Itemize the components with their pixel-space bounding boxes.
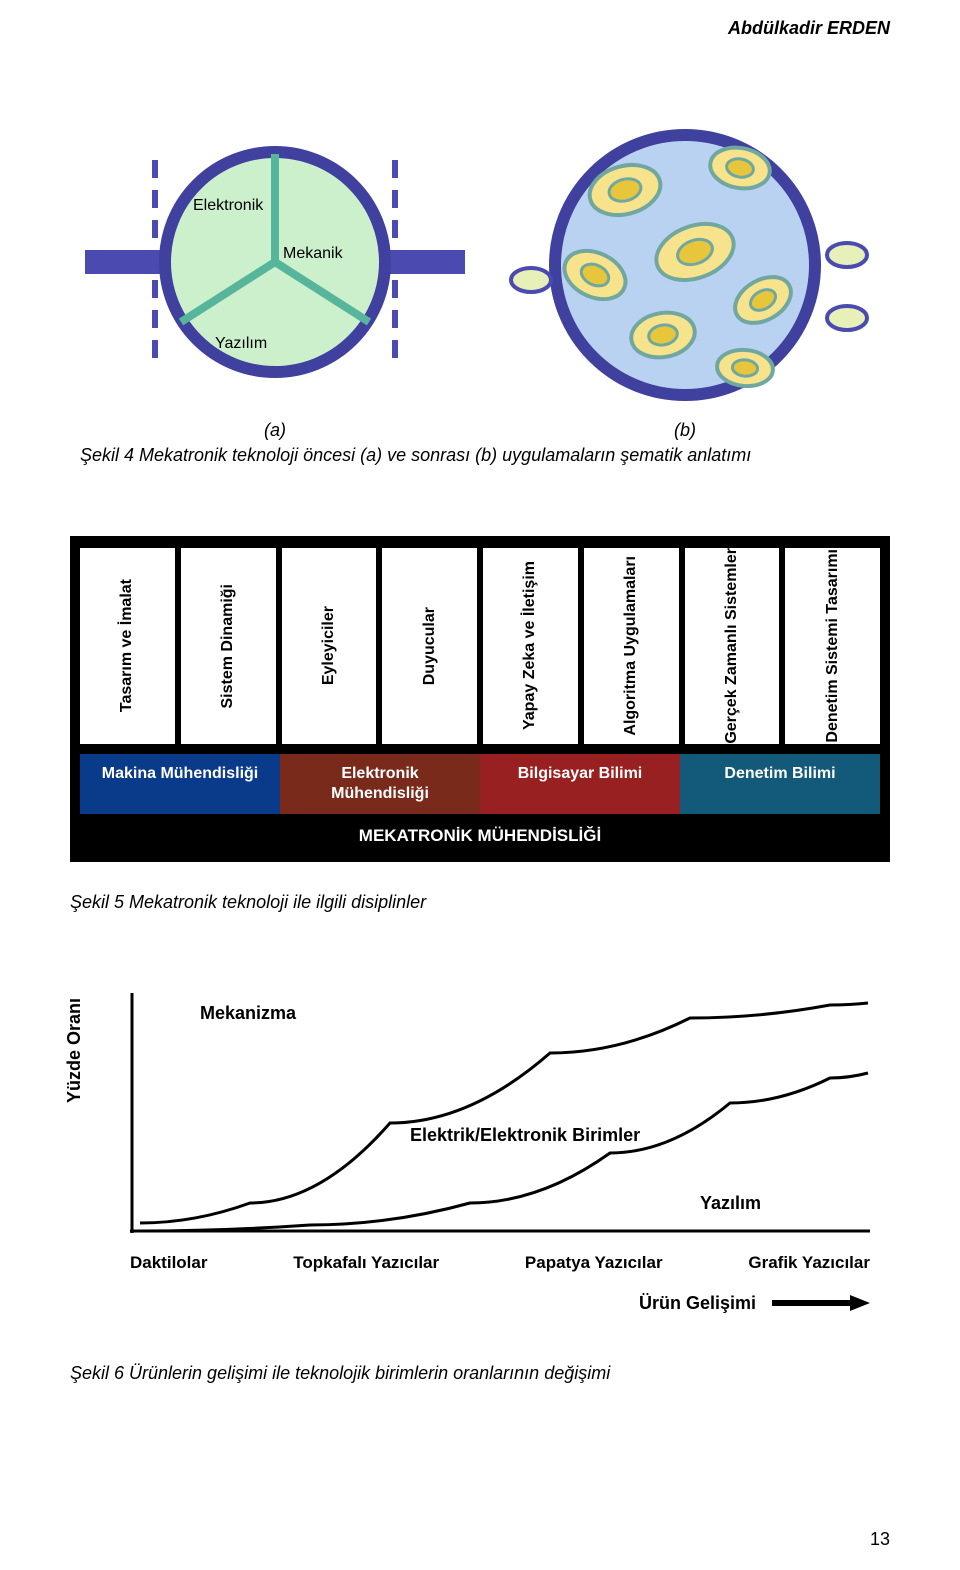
- series-label-yazilim: Yazılım: [700, 1193, 761, 1214]
- fig4-b-label: (b): [674, 420, 696, 441]
- table-top-cell: Denetim Sistemi Tasarımı: [785, 548, 880, 744]
- figure5-caption: Şekil 5 Mekatronik teknoloji ile ilgili …: [70, 892, 890, 913]
- figure4-caption: Şekil 4 Mekatronik teknoloji öncesi (a) …: [70, 445, 890, 466]
- figure4b-diagram: [495, 100, 875, 420]
- figure4-ab-labels: (a) (b): [70, 420, 890, 441]
- chart-xlabel: Topkafalı Yazıcılar: [293, 1253, 439, 1273]
- table-top-cell: Yapay Zeka ve İletişim: [483, 548, 578, 744]
- series-label-elektrik: Elektrik/Elektronik Birimler: [410, 1125, 640, 1146]
- disciplines-table: Tasarım ve İmalatSistem DinamiğiEyleyici…: [70, 536, 890, 862]
- table-top-cell: Duyucular: [382, 548, 477, 744]
- fig4a-label-mekanik: Mekanik: [283, 245, 344, 262]
- figure6-chart: Yüzde Oranı Mekanizma Elektrik/Elektroni…: [70, 993, 890, 1333]
- chart-xlabel: Grafik Yazıcılar: [748, 1253, 870, 1273]
- table-top-cell: Sistem Dinamiği: [181, 548, 276, 744]
- urun-gelisimi-label: Ürün Gelişimi: [639, 1293, 756, 1314]
- chart-ylabel: Yüzde Oranı: [64, 998, 85, 1103]
- table-top-cell: Algoritma Uygulamaları: [584, 548, 679, 744]
- table-top-cell: Tasarım ve İmalat: [80, 548, 175, 744]
- chart-xlabel: Papatya Yazıcılar: [525, 1253, 663, 1273]
- table-bottom-label: MEKATRONİK MÜHENDİSLİĞİ: [80, 814, 880, 850]
- discipline-cell: Makina Mühendisliği: [80, 754, 280, 814]
- page-number: 13: [870, 1529, 890, 1550]
- discipline-cell: Denetim Bilimi: [680, 754, 880, 814]
- table-top-cell: Gerçek Zamanlı Sistemler: [685, 548, 780, 744]
- author-name: Abdülkadir ERDEN: [728, 18, 890, 39]
- fig4a-label-elektronik: Elektronik: [193, 197, 264, 214]
- chart-xlabel: Daktilolar: [130, 1253, 207, 1273]
- discipline-cell: Bilgisayar Bilimi: [480, 754, 680, 814]
- arrow-icon: [770, 1293, 870, 1313]
- figure4a-diagram: Elektronik Mekanik Yazılım: [85, 100, 465, 420]
- figure4-row: Elektronik Mekanik Yazılım: [70, 100, 890, 420]
- urun-gelisimi-row: Ürün Gelişimi: [130, 1293, 870, 1314]
- figure6-caption: Şekil 6 Ürünlerin gelişimi ile teknoloji…: [70, 1363, 610, 1384]
- series-label-mekanizma: Mekanizma: [200, 1003, 296, 1024]
- fig4a-label-yazilim: Yazılım: [215, 335, 267, 352]
- discipline-cell: ElektronikMühendisliği: [280, 754, 480, 814]
- fig4-a-label: (a): [264, 420, 286, 441]
- table-top-cell: Eyleyiciler: [282, 548, 377, 744]
